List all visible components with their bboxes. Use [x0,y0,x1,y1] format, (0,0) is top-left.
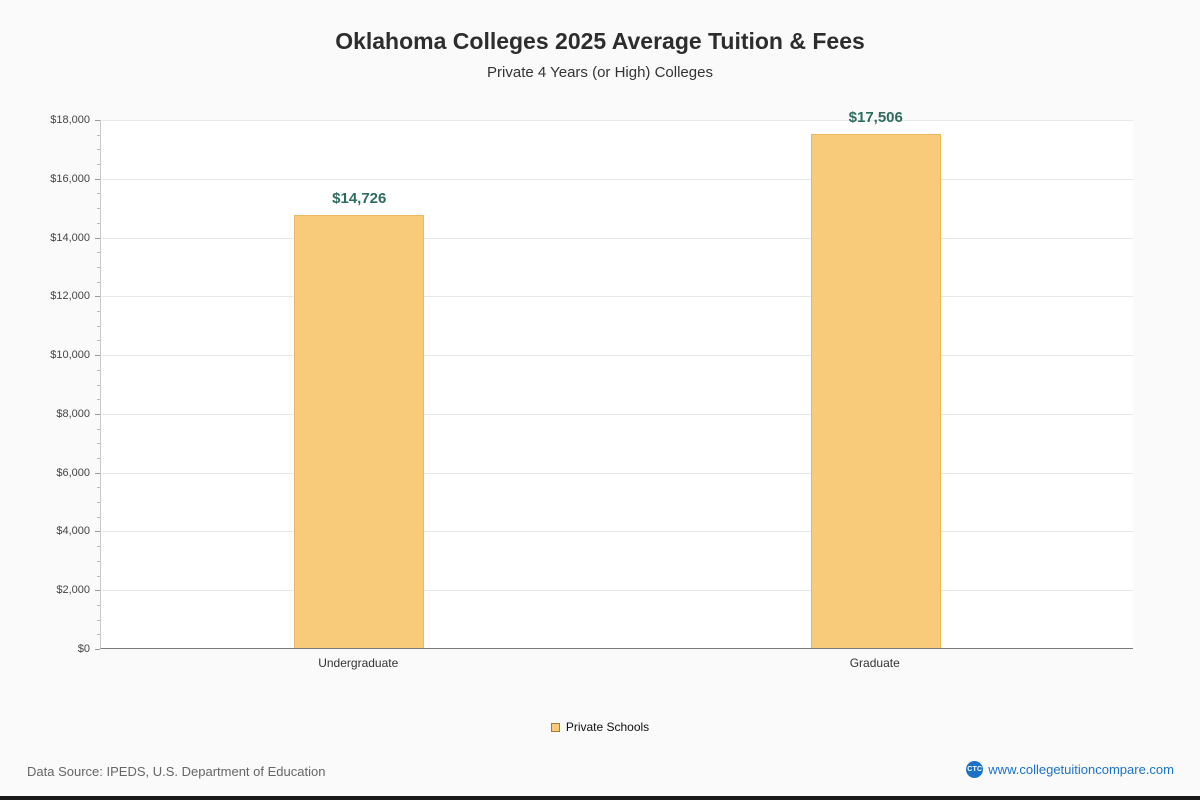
y-major-tick [95,296,100,298]
y-major-tick [95,413,100,415]
gridline [101,178,1133,180]
y-minor-tick [97,325,100,327]
y-tick-label: $4,000 [56,525,90,538]
y-minor-tick [97,164,100,166]
y-minor-tick [97,516,100,518]
ctc-logo-icon: CTC [966,761,984,778]
y-minor-tick [97,311,100,313]
y-tick-label: $0 [77,643,90,655]
y-minor-tick [97,266,100,268]
y-tick-label: $2,000 [56,584,90,597]
y-minor-tick [97,457,100,459]
y-major-tick [95,355,100,357]
gridline [101,590,1133,592]
y-tick-label: $14,000 [50,231,90,244]
y-major-tick [95,178,100,180]
y-minor-tick [97,193,100,195]
y-minor-tick [97,619,100,621]
gridline [101,472,1133,474]
y-major-tick [95,590,100,592]
y-major-tick [95,472,100,474]
y-minor-tick [97,399,100,401]
y-minor-tick [97,281,100,283]
y-major-tick [95,649,100,650]
chart-subtitle: Private 4 Years (or High) Colleges [487,64,713,81]
bottom-bar [0,796,1200,800]
gridline [101,237,1133,239]
y-tick-label: $8,000 [56,407,90,420]
y-minor-tick [97,575,100,577]
y-major-tick [95,531,100,533]
y-tick-label: $18,000 [50,114,90,126]
x-axis-label: Undergraduate [318,656,399,670]
y-tick-label: $6,000 [56,466,90,479]
chart-title: Oklahoma Colleges 2025 Average Tuition &… [335,28,865,54]
x-axis-label: Graduate [849,656,900,670]
y-minor-tick [97,252,100,254]
y-major-tick [95,120,100,121]
legend[interactable]: Private Schools [0,720,1200,734]
legend-label: Private Schools [565,720,650,734]
gridline [101,355,1133,357]
y-minor-tick [97,208,100,210]
y-minor-tick [97,502,100,504]
y-tick-label: $12,000 [50,290,90,303]
y-axis: $0 $2,000 $4,000 $6,000 $8,000 $10,000 $12,000… [0,114,100,655]
y-minor-tick [97,487,100,489]
y-minor-tick [97,222,100,224]
y-minor-tick [97,428,100,430]
plot-area: $14,726 $17,506 [100,109,1133,649]
y-major-tick [95,237,100,239]
y-minor-tick [97,134,100,136]
site-link[interactable]: CTC www.collegetuitioncompare.com [966,761,1174,778]
y-minor-tick [97,546,100,548]
y-tick-label: $16,000 [50,172,90,185]
gridline [101,413,1133,415]
site-url: www.collegetuitioncompare.com [988,762,1174,777]
bar-value-label: $17,506 [848,108,903,126]
y-minor-tick [97,369,100,371]
y-tick-label: $10,000 [50,349,90,362]
y-minor-tick [97,149,100,151]
x-axis: Undergraduate Graduate [100,656,1133,676]
bar-value-label: $14,726 [332,190,387,208]
bar-undergraduate[interactable] [294,215,425,648]
gridline [101,296,1133,298]
y-minor-tick [97,340,100,342]
data-source-text: Data Source: IPEDS, U.S. Department of E… [27,764,326,779]
gridline [101,120,1133,121]
bar-graduate[interactable] [810,133,941,648]
gridline [101,531,1133,533]
y-minor-tick [97,604,100,606]
y-minor-tick [97,560,100,562]
y-minor-tick [97,634,100,636]
legend-swatch-icon [550,722,560,732]
y-minor-tick [97,384,100,386]
y-minor-tick [97,443,100,445]
